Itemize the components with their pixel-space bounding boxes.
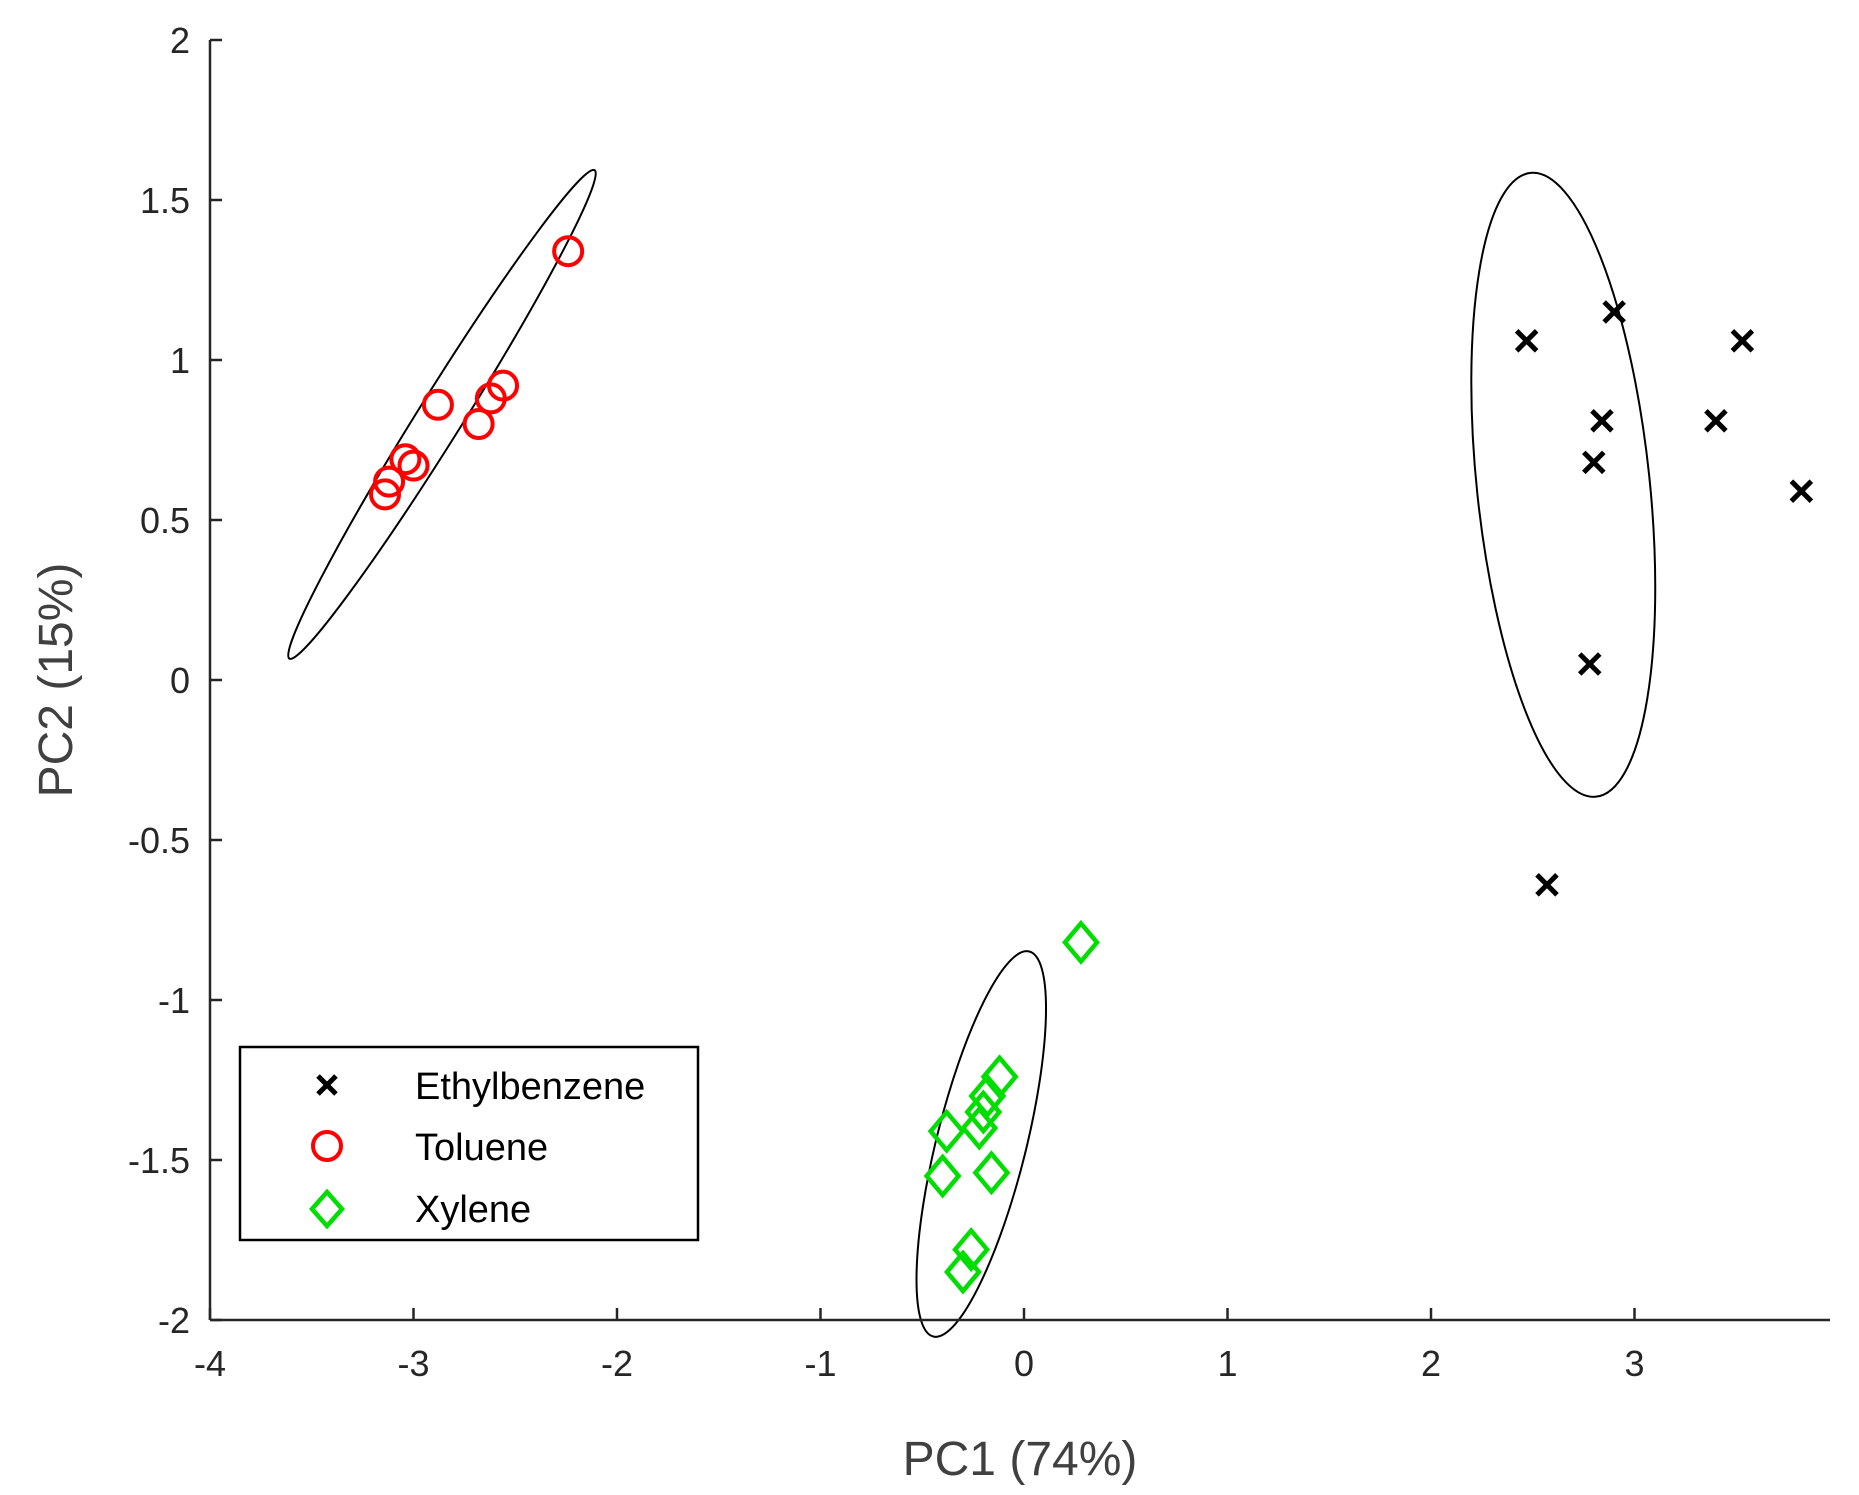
point-ethylbenzene [1602,300,1626,324]
point-ethylbenzene [1789,479,1814,503]
legend-marker-toluene [311,1130,343,1162]
y-tick-label: 1.5 [140,180,190,221]
y-axis-label: PC2 (15%) [30,563,83,798]
point-toluene [552,235,585,268]
point-xylene [927,1108,966,1154]
x-tick-label: 2 [1421,1343,1441,1384]
point-xylene [980,1054,1019,1100]
point-xylene [923,1153,962,1199]
point-xylene [968,1073,1007,1119]
x-stroke [1704,409,1728,433]
point-toluene [389,443,422,476]
data-markers [369,235,1814,1295]
x-tick-label: 3 [1624,1343,1644,1384]
x-tick-label: -4 [194,1343,226,1384]
x-axis-label: PC1 (74%) [903,1433,1138,1486]
point-ethylbenzene [1730,329,1755,353]
y-tick-label: -2 [158,1300,190,1341]
point-toluene [474,382,507,415]
point-toluene [373,465,406,498]
point-ethylbenzene [1582,450,1606,475]
point-xylene [972,1150,1011,1196]
x-stroke [1577,652,1602,676]
x-stroke [1789,479,1814,503]
x-stroke [1514,329,1539,353]
point-toluene [462,408,495,440]
y-tick-label: 0 [170,660,190,701]
x-stroke [1602,300,1626,324]
point-xylene [1062,919,1100,965]
point-ethylbenzene [1577,652,1602,676]
y-ticks: -2 -1.5 -1 -0.5 0 0.5 1 1.5 2 [128,20,222,1341]
legend-label-toluene: Toluene [415,1127,548,1169]
x-tick-label: -3 [397,1343,429,1384]
y-tick-label: 2 [170,20,190,61]
x-ticks: -4 -3 -2 -1 0 1 2 3 [194,1308,1645,1384]
x-stroke [1730,329,1755,353]
x-stroke [1535,873,1559,897]
point-ethylbenzene [1514,329,1539,353]
legend-label-xylene: Xylene [415,1189,531,1231]
y-tick-label: -1.5 [128,1140,190,1181]
x-tick-label: 1 [1217,1343,1237,1384]
point-xylene [952,1227,991,1273]
x-tick-label: 0 [1014,1343,1034,1384]
legend-marker-ethylbenzene [316,1074,338,1096]
point-xylene [964,1089,1003,1135]
y-tick-label: 1 [170,340,190,381]
y-tick-label: -0.5 [128,820,190,861]
y-tick-label: 0.5 [140,500,190,541]
legend-label-ethylbenzene: Ethylbenzene [415,1066,645,1108]
ellipse-xylene [915,950,1048,1338]
legend: Ethylbenzene Toluene Xylene [238,1045,700,1242]
point-xylene [944,1249,982,1295]
x-stroke [1590,409,1614,433]
point-toluene [369,478,402,511]
y-tick-label: -1 [158,980,190,1021]
point-ethylbenzene [1704,409,1728,433]
legend-box [238,1045,700,1242]
point-ethylbenzene [1535,873,1559,897]
point-ethylbenzene [1590,409,1614,433]
x-stroke [1582,450,1606,475]
point-toluene [397,449,430,482]
point-xylene [960,1105,999,1151]
point-toluene [421,388,454,421]
ellipse-ethylbenzene [1470,171,1657,798]
legend-marker-xylene [308,1188,346,1230]
x-tick-label: -2 [601,1343,633,1384]
x-tick-label: -1 [804,1343,836,1384]
